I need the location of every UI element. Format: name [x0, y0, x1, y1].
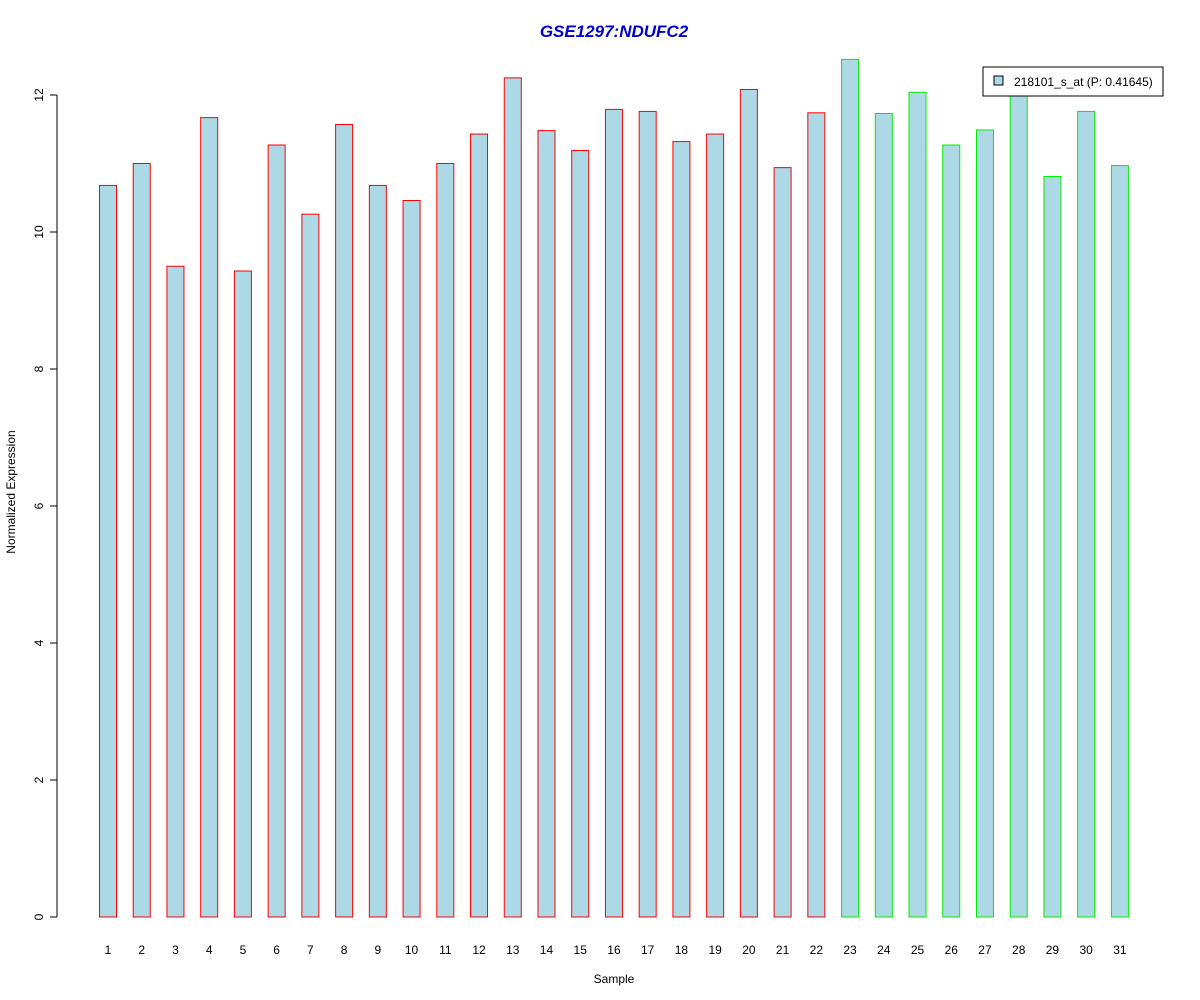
bar: [706, 133, 725, 918]
bar: [402, 199, 421, 918]
y-tick-label: 4: [32, 639, 46, 646]
x-tick-label: 17: [641, 943, 655, 957]
x-tick-label: 1: [105, 943, 112, 957]
bar: [672, 141, 691, 918]
legend-label: 218101_s_at (P: 0.41645): [1014, 75, 1153, 89]
x-axis: 1 2 3 4 5 6 7 8 9 10 11 12 13 14 15 16 17 18 19 20 21 22 23 24 2…: [105, 943, 1127, 957]
bar: [1110, 165, 1129, 918]
x-tick-label: 5: [240, 943, 247, 957]
bar: [233, 270, 252, 918]
y-tick-label: 2: [32, 776, 46, 783]
x-tick-label: 27: [978, 943, 992, 957]
legend: 218101_s_at (P: 0.41645): [982, 66, 1164, 97]
x-tick-label: 8: [341, 943, 348, 957]
legend-box: [982, 66, 1164, 97]
bar: [99, 184, 117, 918]
x-tick-label: 31: [1113, 943, 1127, 957]
x-tick-label: 13: [506, 943, 520, 957]
bar: [537, 130, 556, 918]
bar: [132, 163, 151, 918]
bar: [975, 129, 994, 918]
bar: [807, 112, 826, 918]
bar: [368, 184, 387, 918]
bar: [1043, 176, 1062, 918]
bar: [301, 213, 320, 918]
y-tick-label: 12: [32, 88, 46, 102]
x-tick-label: 4: [206, 943, 213, 957]
bar: [638, 110, 657, 918]
x-tick-label: 10: [405, 943, 419, 957]
bar: [1077, 110, 1096, 918]
bar: [166, 265, 185, 918]
x-tick-label: 18: [675, 943, 689, 957]
x-tick-label: 16: [607, 943, 621, 957]
x-tick-label: 29: [1046, 943, 1060, 957]
y-tick-label: 10: [32, 225, 46, 239]
bar: [874, 112, 893, 918]
y-tick-label: 8: [32, 365, 46, 372]
bar: [470, 133, 489, 918]
x-tick-label: 12: [472, 943, 486, 957]
bar: [773, 167, 792, 918]
x-tick-label: 11: [439, 943, 452, 957]
bar: [1009, 89, 1028, 918]
bar: [267, 144, 286, 918]
y-tick-label: 0: [32, 913, 46, 920]
x-tick-label: 9: [374, 943, 381, 957]
x-tick-label: 22: [810, 943, 824, 957]
x-tick-label: 21: [776, 943, 790, 957]
bars: [99, 58, 1129, 918]
y-axis: 0 2 4 6 8 10 12: [32, 88, 57, 920]
chart-title: GSE1297:NDUFC2: [540, 22, 689, 41]
x-tick-label: 23: [843, 943, 857, 957]
x-tick-label: 19: [708, 943, 722, 957]
x-tick-label: 30: [1079, 943, 1093, 957]
x-axis-label: Sample: [594, 972, 635, 986]
bar: [739, 89, 758, 918]
x-tick-label: 25: [911, 943, 925, 957]
bar: [908, 91, 927, 918]
x-tick-label: 24: [877, 943, 891, 957]
bar: [200, 117, 219, 918]
bar: [503, 77, 522, 918]
y-axis-label: Normalized Expression: [4, 430, 18, 553]
x-tick-label: 20: [742, 943, 756, 957]
bar: [841, 58, 860, 918]
y-tick-label: 6: [32, 502, 46, 509]
x-tick-label: 7: [307, 943, 314, 957]
bar: [571, 149, 590, 918]
x-tick-label: 2: [138, 943, 145, 957]
x-tick-label: 15: [574, 943, 588, 957]
bar: [335, 123, 354, 918]
x-tick-label: 28: [1012, 943, 1026, 957]
x-tick-label: 14: [540, 943, 554, 957]
legend-swatch: [993, 75, 1004, 86]
x-tick-label: 6: [273, 943, 280, 957]
x-tick-label: 26: [945, 943, 959, 957]
bar: [942, 144, 961, 918]
x-tick-label: 3: [172, 943, 179, 957]
bar: [436, 163, 455, 918]
bar: [604, 108, 623, 918]
